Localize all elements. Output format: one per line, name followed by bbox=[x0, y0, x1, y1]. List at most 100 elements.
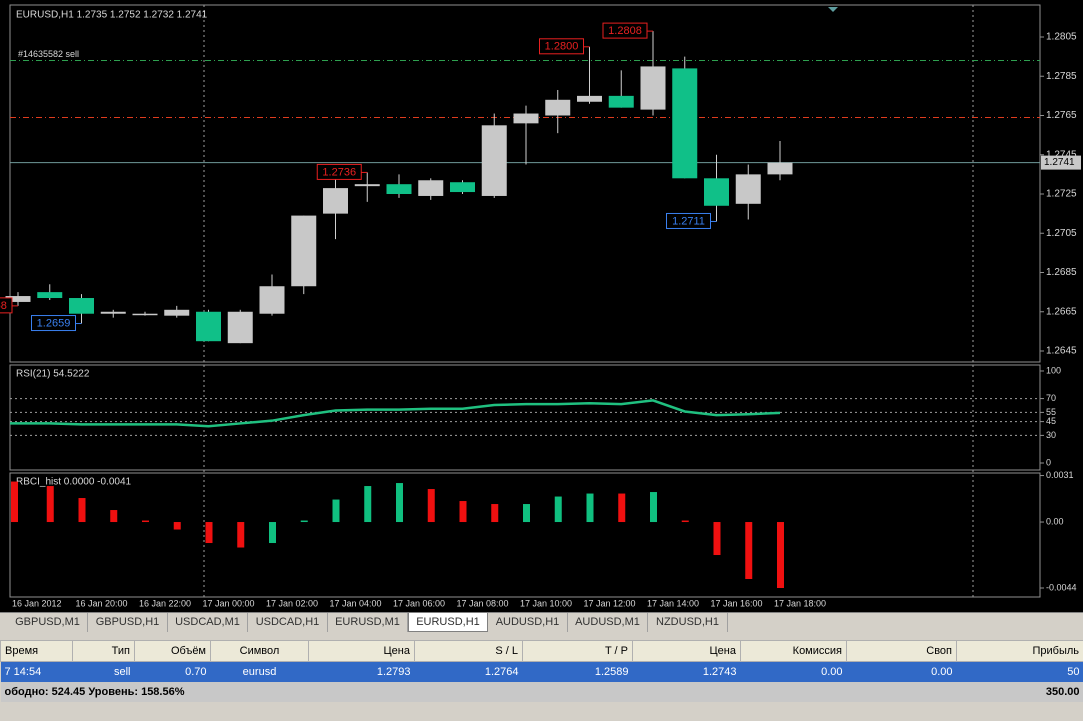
chart-header: EURUSD,H1 1.2735 1.2752 1.2732 1.2741 bbox=[16, 10, 208, 21]
candle-body bbox=[608, 95, 634, 108]
price-marker-label: 1.2668 bbox=[0, 300, 7, 312]
histogram-bar bbox=[46, 486, 54, 523]
column-header[interactable]: Прибыль bbox=[956, 640, 1083, 662]
price-marker-box bbox=[666, 212, 711, 229]
y-tick-label: 55 bbox=[1046, 407, 1056, 417]
histogram-bar bbox=[364, 486, 372, 523]
y-tick-label: 45 bbox=[1046, 416, 1056, 426]
candle-body bbox=[481, 125, 507, 196]
y-tick-label: 70 bbox=[1046, 393, 1056, 403]
candle-body bbox=[354, 184, 380, 187]
x-tick-label: 17 Jan 02:00 bbox=[266, 598, 318, 608]
order-cell: 1.2764 bbox=[414, 661, 523, 682]
histogram-bar bbox=[110, 510, 118, 523]
candle-body bbox=[735, 174, 761, 204]
tab-bar: GBPUSD,M1 GBPUSD,H1 USDCAD,M1 USDCAD,H1 EURU… bbox=[0, 612, 1083, 634]
column-header[interactable]: Время bbox=[0, 640, 73, 662]
histogram-bar bbox=[523, 504, 530, 523]
chart-tab[interactable]: EURUSD,M1 bbox=[328, 613, 408, 632]
histogram-bar bbox=[459, 501, 467, 523]
candle-body bbox=[767, 162, 793, 175]
histogram-bar bbox=[681, 520, 689, 523]
column-header[interactable]: Цена bbox=[308, 640, 415, 662]
price-marker-box bbox=[31, 315, 76, 332]
candle-body bbox=[577, 95, 602, 102]
candle-body bbox=[640, 66, 666, 110]
chart-tab[interactable]: EURUSD,H1 bbox=[408, 613, 488, 632]
order-label: #14635582 sell bbox=[18, 49, 79, 59]
chart-tab[interactable]: GBPUSD,H1 bbox=[88, 613, 168, 632]
candle-body bbox=[323, 188, 348, 214]
y-tick-label: 1.2805 bbox=[1046, 32, 1077, 43]
main-panel bbox=[9, 4, 1041, 363]
histogram-bar bbox=[396, 483, 403, 523]
shift-marker bbox=[828, 7, 838, 12]
rbci-panel bbox=[9, 472, 1041, 598]
x-tick-label: 16 Jan 2012 bbox=[12, 598, 62, 608]
column-header[interactable]: Тип bbox=[72, 640, 135, 662]
candle-body bbox=[386, 184, 412, 194]
column-header[interactable]: Комиссия bbox=[740, 640, 847, 662]
histogram-bar bbox=[269, 522, 276, 544]
histogram-bar bbox=[427, 489, 435, 523]
order-cell: sell bbox=[72, 661, 135, 682]
order-cell: eurusd bbox=[210, 661, 309, 682]
histogram-bar bbox=[713, 522, 721, 556]
chart-tab[interactable]: GBPUSD,M1 bbox=[8, 613, 88, 632]
histogram-bar bbox=[777, 522, 784, 589]
balance-profit: 350.00 bbox=[956, 682, 1083, 702]
order-cell: 1.2743 bbox=[632, 661, 741, 682]
column-header[interactable]: Объём bbox=[134, 640, 211, 662]
y-tick-label: 100 bbox=[1046, 365, 1061, 375]
price-marker-label: 1.2659 bbox=[37, 317, 71, 329]
candle-body bbox=[227, 311, 253, 344]
column-header[interactable]: S / L bbox=[414, 640, 523, 662]
y-tick-label: 0 bbox=[1046, 457, 1051, 467]
column-header[interactable]: Своп bbox=[846, 640, 957, 662]
candle-body bbox=[132, 313, 158, 316]
candle-body bbox=[450, 182, 475, 193]
rsi-panel bbox=[9, 364, 1041, 471]
candle-body bbox=[259, 286, 285, 314]
x-tick-label: 17 Jan 18:00 bbox=[774, 598, 826, 608]
x-tick-label: 16 Jan 22:00 bbox=[139, 598, 191, 608]
chart-tab[interactable]: NZDUSD,H1 bbox=[648, 613, 728, 632]
histogram-bar bbox=[237, 522, 245, 548]
y-tick-label: 1.2705 bbox=[1046, 228, 1077, 239]
candle-body bbox=[196, 311, 221, 342]
candle-body bbox=[5, 296, 31, 302]
order-cell: 50 bbox=[956, 661, 1083, 682]
order-cell: 0.00 bbox=[846, 661, 957, 682]
candle-body bbox=[69, 298, 94, 314]
column-header[interactable]: Символ bbox=[210, 640, 309, 662]
y-tick-label: 30 bbox=[1046, 430, 1056, 440]
price-marker-box bbox=[602, 22, 648, 39]
y-tick-label: 1.2665 bbox=[1046, 306, 1077, 317]
histogram-bar bbox=[173, 522, 181, 530]
candle-body bbox=[418, 180, 444, 196]
order-row[interactable]: 7 14:54 sell 0.70 eurusd 1.2793 1.2764 1.2589 1… bbox=[0, 661, 1083, 682]
chart-tab[interactable]: AUDUSD,M1 bbox=[568, 613, 648, 632]
balance-summary: ободно: 524.45 Уровень: 158.56% bbox=[0, 682, 957, 702]
histogram-bar bbox=[554, 496, 562, 523]
price-marker-box bbox=[0, 297, 13, 314]
chart-tab[interactable]: AUDUSD,H1 bbox=[488, 613, 568, 632]
candle-body bbox=[513, 113, 539, 124]
column-header[interactable]: T / P bbox=[522, 640, 633, 662]
price-marker-label: 1.2808 bbox=[608, 25, 642, 37]
chart-tab[interactable]: USDCAD,M1 bbox=[168, 613, 248, 632]
histogram-bar bbox=[78, 498, 86, 523]
order-cell: 0.00 bbox=[740, 661, 847, 682]
candle-body bbox=[164, 309, 190, 316]
column-header[interactable]: Цена bbox=[632, 640, 741, 662]
candle-body bbox=[37, 292, 63, 299]
chart-tab[interactable]: USDCAD,H1 bbox=[248, 613, 328, 632]
y-tick-label: 1.2785 bbox=[1046, 71, 1077, 82]
order-cell: 7 14:54 bbox=[0, 661, 73, 682]
order-cell: 0.70 bbox=[134, 661, 211, 682]
histogram-bar bbox=[205, 522, 213, 544]
candle-body bbox=[672, 68, 698, 179]
